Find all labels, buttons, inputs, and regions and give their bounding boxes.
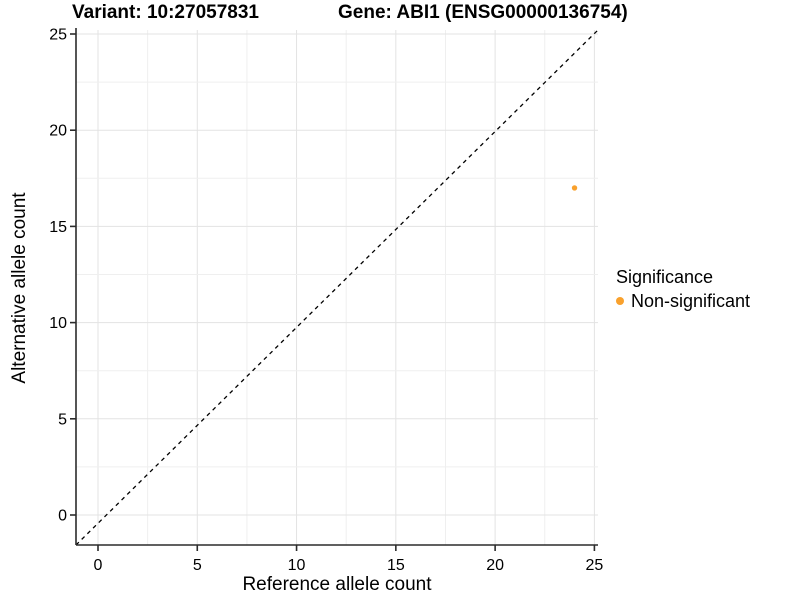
y-tick-label: 15 (49, 219, 67, 236)
x-tick-label: 10 (288, 557, 306, 574)
legend-item-label: Non-significant (631, 291, 751, 311)
y-tick-label: 10 (49, 315, 67, 332)
y-tick-label: 25 (49, 27, 67, 44)
x-tick-label: 0 (94, 557, 103, 574)
legend-point-icon (616, 297, 624, 305)
x-tick-label: 5 (193, 557, 202, 574)
data-point (571, 185, 578, 191)
legend-title: Significance (616, 267, 714, 287)
x-tick-label: 15 (387, 557, 405, 574)
y-tick-label: 0 (58, 508, 67, 525)
identity-reference-line (75, 29, 599, 546)
x-tick-label: 25 (586, 557, 604, 574)
y-tick-label: 20 (49, 123, 67, 140)
legend-item-non-significant: Non-significant (616, 290, 750, 312)
y-tick-label: 5 (58, 411, 67, 428)
y-axis-title: Alternative allele count (9, 192, 30, 384)
gene-title: Gene: ABI1 (ENSG00000136754) (338, 2, 628, 23)
x-tick-label: 20 (486, 557, 504, 574)
legend: Significance Non-significant (616, 266, 750, 312)
variant-title: Variant: 10:27057831 (72, 2, 259, 23)
x-axis-title: Reference allele count (242, 574, 432, 595)
